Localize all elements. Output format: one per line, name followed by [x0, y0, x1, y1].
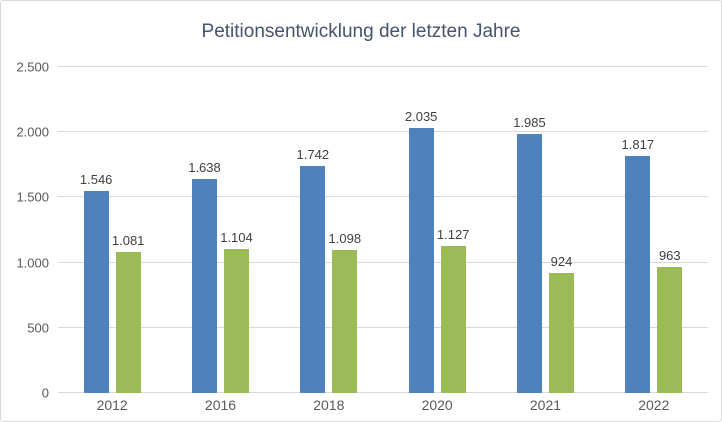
- bar-2022-series-2-green: 963: [657, 248, 683, 393]
- bar-2020-series-2-green: 1.127: [437, 227, 469, 393]
- x-tick-label-2016: 2016: [204, 397, 237, 413]
- data-label: 1.127: [436, 227, 470, 243]
- bar-group-2016: 1.638 1.104: [166, 67, 274, 393]
- data-label: 1.742: [296, 146, 330, 162]
- bar-group-2021: 1.985 924: [491, 67, 599, 393]
- plot-area: 1.546 1.081 1.638 1.104 1.742 1.098 2.035 1.127…: [16, 60, 708, 401]
- data-label: 1.638: [188, 160, 221, 176]
- gridline: [58, 196, 708, 198]
- gridline: [58, 261, 708, 263]
- bar-group-2012: 1.546 1.081: [58, 67, 166, 393]
- bar-2016-series-1-blue: 1.638: [188, 160, 221, 393]
- chart-title: Petitionsentwicklung der letzten Jahre: [201, 21, 521, 42]
- data-label: 1.546: [79, 172, 113, 188]
- bar-2021-series-2-green: 924: [548, 254, 574, 393]
- y-tick-label: 2.000: [16, 124, 49, 140]
- data-label: 1.817: [621, 137, 655, 153]
- bar-2018-series-2-green: 1.098: [329, 231, 361, 393]
- gridline: [58, 326, 708, 328]
- data-label: 924: [550, 253, 573, 269]
- gridline: [58, 131, 708, 133]
- data-label: 2.035: [404, 108, 438, 124]
- y-tick-label: 0: [41, 385, 49, 401]
- bar-group-2022: 1.817 963: [600, 67, 708, 393]
- x-tick-label-2022: 2022: [638, 397, 670, 413]
- x-tick-label-2018: 2018: [313, 397, 345, 413]
- bar-2018-series-1-blue: 1.742: [297, 147, 329, 393]
- bar-groups: 1.546 1.081 1.638 1.104 1.742 1.098 2.035 1.127…: [58, 67, 708, 393]
- x-axis-labels: 2012 2016 2018 2020 2021 2022: [58, 397, 708, 413]
- bar-2012-series-1-blue: 1.546: [80, 172, 112, 393]
- bar-group-2020: 2.035 1.127: [383, 67, 491, 393]
- data-label: 1.104: [220, 230, 253, 246]
- data-label: 963: [658, 248, 681, 264]
- y-tick-label: 2.500: [16, 59, 49, 75]
- bar-group-2018: 1.742 1.098: [275, 67, 383, 393]
- x-tick-label-2020: 2020: [421, 397, 453, 413]
- y-tick-label: 1.000: [16, 255, 49, 271]
- gridline: [58, 66, 708, 67]
- data-label: 1.081: [111, 233, 145, 249]
- bar-2020-series-1-blue: 2.035: [405, 109, 437, 393]
- data-label: 1.985: [513, 115, 546, 131]
- x-tick-label-2012: 2012: [96, 397, 128, 413]
- bar-2022-series-1-blue: 1.817: [622, 137, 654, 393]
- y-tick-label: 500: [27, 320, 49, 336]
- gridline: [58, 392, 708, 393]
- bar-2012-series-2-green: 1.081: [112, 233, 144, 393]
- bar-2021-series-1-blue: 1.985: [513, 115, 546, 393]
- bar-2016-series-2-green: 1.104: [220, 230, 253, 393]
- x-tick-label-2021: 2021: [529, 397, 562, 413]
- y-tick-label: 1.500: [16, 189, 49, 205]
- data-label: 1.098: [328, 230, 362, 246]
